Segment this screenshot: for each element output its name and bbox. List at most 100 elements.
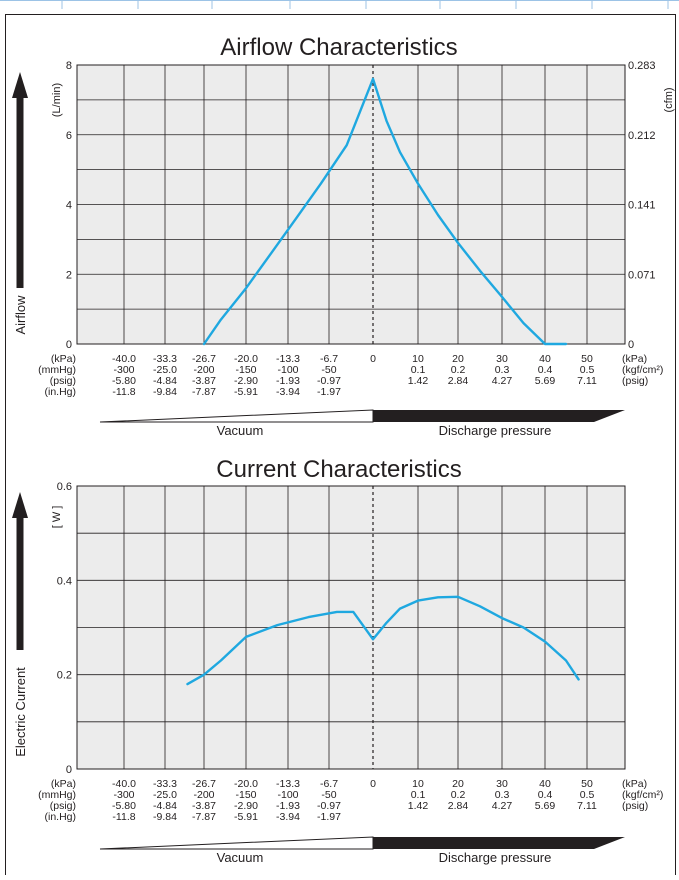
x-tick-label: 0 [370,778,376,790]
x-tick-label: 10 [412,778,424,790]
x-tick-label: -5.91 [234,811,258,823]
x-tick-label: 0.2 [451,789,466,801]
x-tick-label: -2.90 [234,375,258,387]
x-tick-label: -9.84 [153,811,177,823]
y-tick-label: 0.4 [57,575,72,587]
x-tick-label: -26.7 [192,353,216,365]
y2-tick-label: 0.141 [628,200,656,212]
vacuum-arrow [99,409,374,423]
y-axis-arrow-head [12,72,28,98]
x-tick-label: 0.1 [411,364,426,376]
x-tick-label: -25.0 [153,364,177,376]
x-tick-label: 50 [581,353,593,365]
vacuum-label: Vacuum [217,850,264,865]
y-tick-label: 0 [66,764,72,776]
x-tick-label: 10 [412,353,424,365]
x-tick-label: -200 [193,364,214,376]
x-tick-label: 40 [539,778,551,790]
x-tick-label: -33.3 [153,778,177,790]
x-tick-label: -0.97 [317,375,341,387]
vacuum-arrow [99,836,374,850]
y-axis-title: Airflow [13,295,28,335]
x-tick-label: 2.84 [448,800,469,812]
x-tick-label: -50 [321,789,336,801]
y-axis-arrow-shaft [16,94,24,288]
x-row-label: (in.Hg) [44,811,76,823]
x-row-label: (in.Hg) [44,386,76,398]
x-tick-label: -1.93 [276,800,300,812]
x-tick-label: 4.27 [492,800,513,812]
y-unit-label: (L/min) [51,83,63,117]
y2-unit-label: (cfm) [663,87,675,112]
x-tick-label: 0.3 [495,789,510,801]
y-axis-title: Electric Current [13,667,28,757]
y-tick-label: 0.6 [57,481,72,493]
x-row-label-right: (psig) [622,375,648,387]
x-tick-label: 5.69 [535,800,556,812]
x-row-label: (mmHg) [38,364,76,376]
x-tick-label: -13.3 [276,353,300,365]
x-tick-label: 50 [581,778,593,790]
x-tick-label: -100 [277,364,298,376]
x-tick-label: 7.11 [577,375,597,387]
x-tick-label: -7.87 [192,386,216,398]
x-tick-label: -9.84 [153,386,177,398]
y2-tick-label: 0 [628,339,634,351]
x-tick-label: -25.0 [153,789,177,801]
x-tick-label: 1.42 [408,800,429,812]
y-tick-label: 4 [66,200,72,212]
x-tick-label: -1.93 [276,375,300,387]
y-tick-label: 2 [66,269,72,281]
series-line [186,595,580,686]
y2-tick-label: 0.283 [628,60,656,72]
x-row-label-right: (kPa) [622,778,647,790]
x-row-label: (mmHg) [38,789,76,801]
y2-tick-label: 0.212 [628,130,656,142]
discharge-label: Discharge pressure [439,423,552,438]
x-tick-label: -40.0 [112,353,136,365]
vacuum-label: Vacuum [217,423,264,438]
x-tick-label: -7.87 [192,811,216,823]
y-axis-arrow-shaft [16,514,24,650]
x-tick-label: -3.87 [192,800,216,812]
x-tick-label: 0.2 [451,364,466,376]
x-tick-label: -3.94 [276,386,300,398]
x-tick-label: 2.84 [448,375,469,387]
discharge-arrow [373,837,625,849]
discharge-arrow [373,410,625,422]
y-tick-label: 6 [66,130,72,142]
x-tick-label: 7.11 [577,800,597,812]
y-unit-label: [ W ] [51,506,63,529]
x-tick-label: 1.42 [408,375,429,387]
x-tick-label: 20 [452,353,464,365]
y-tick-label: 8 [66,60,72,72]
x-tick-label: 0.4 [538,789,553,801]
x-tick-label: -13.3 [276,778,300,790]
y-axis-arrow-head [12,492,28,518]
x-tick-label: -100 [277,789,298,801]
chart-title: Airflow Characteristics [220,34,457,61]
x-tick-label: -5.91 [234,386,258,398]
x-row-label-right: (psig) [622,800,648,812]
y-tick-label: 0 [66,339,72,351]
y2-tick-label: 0.071 [628,269,656,281]
x-tick-label: -2.90 [234,800,258,812]
x-tick-label: 30 [496,353,508,365]
x-tick-label: -33.3 [153,353,177,365]
x-tick-label: -26.7 [192,778,216,790]
x-tick-label: -300 [113,789,134,801]
x-tick-label: 0 [370,353,376,365]
x-row-label: (psig) [50,375,76,387]
x-row-label: (kPa) [51,353,76,365]
x-row-label-right: (kgf/cm²) [622,789,663,801]
x-tick-label: -40.0 [112,778,136,790]
discharge-label: Discharge pressure [439,850,552,865]
x-tick-label: -3.94 [276,811,300,823]
chart-title: Current Characteristics [216,456,461,483]
x-tick-label: 20 [452,778,464,790]
x-tick-label: -11.8 [112,811,135,823]
x-tick-label: -150 [235,364,256,376]
x-tick-label: -50 [321,364,336,376]
x-tick-label: -0.97 [317,800,341,812]
